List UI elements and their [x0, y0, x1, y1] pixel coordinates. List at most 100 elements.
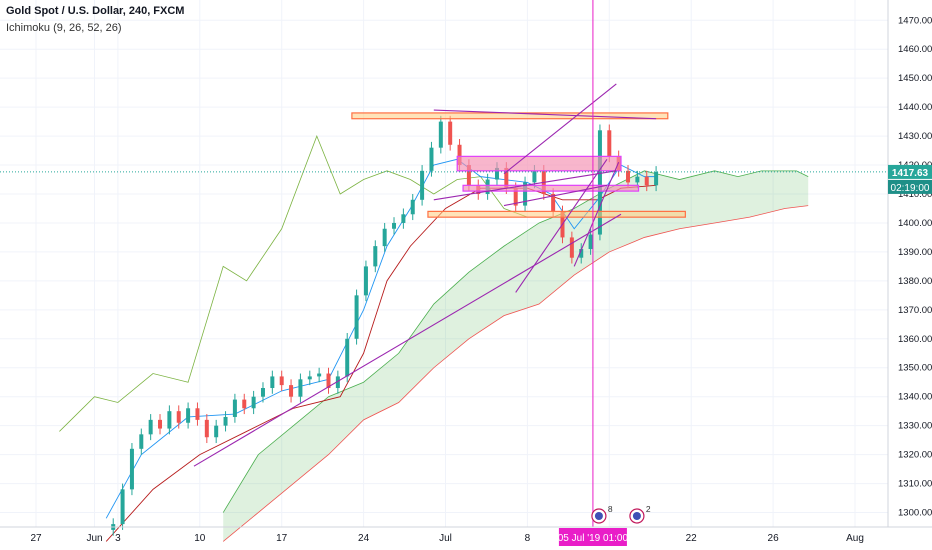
candle-body [214, 425, 219, 438]
trendline[interactable] [503, 184, 608, 207]
x-tick-label: 10 [194, 533, 206, 544]
candle-body [335, 376, 340, 389]
candle-body [307, 376, 312, 380]
x-tick-label: 8 [525, 533, 531, 544]
ichimoku-cloud [223, 170, 809, 542]
countdown-badge [888, 179, 932, 194]
x-tick-label: 3 [115, 533, 121, 544]
candle-body [438, 121, 443, 148]
crosshair-date-text: 05 Jul '19 01:00 [558, 533, 629, 544]
y-tick-label: 1360.00 [898, 334, 932, 345]
flag-icon [632, 512, 641, 520]
candle-body [186, 408, 191, 423]
x-tick-label: 26 [768, 533, 780, 544]
candle-body [260, 388, 265, 397]
flag-icon [594, 512, 603, 520]
senkou-span-b-line [222, 205, 809, 542]
candle-body [139, 434, 144, 449]
candle-body [448, 121, 453, 145]
candle-body [588, 234, 593, 250]
candle-body [569, 237, 574, 258]
candle-body [242, 399, 247, 409]
candle-body [654, 171, 659, 186]
y-tick-label: 1430.00 [898, 131, 932, 142]
candle-body [167, 411, 172, 429]
candle-body [129, 448, 134, 490]
y-tick-label: 1320.00 [898, 450, 932, 461]
y-tick-label: 1370.00 [898, 305, 932, 316]
y-tick-label: 1350.00 [898, 363, 932, 374]
symbol-title[interactable]: Gold Spot / U.S. Dollar, 240, FXCM [6, 5, 185, 17]
trendline[interactable] [515, 158, 608, 293]
candle-body [289, 385, 294, 397]
y-tick-label: 1450.00 [898, 73, 932, 84]
y-tick-label: 1470.00 [898, 15, 932, 26]
candle-body [326, 373, 331, 389]
y-tick-label: 1380.00 [898, 276, 932, 287]
crosshair-date-badge [558, 528, 627, 546]
candle-body [232, 399, 237, 417]
support-resistance-zone[interactable] [427, 210, 686, 218]
candle-body [176, 411, 181, 423]
event-count: 2 [646, 504, 651, 514]
candle-body [457, 144, 462, 166]
candle-body [373, 246, 378, 267]
last-price-text: 1417.63 [892, 168, 929, 179]
candle-body [429, 147, 434, 171]
candle-body [279, 376, 284, 386]
candle-body [523, 182, 528, 206]
x-tick-label: Jul [439, 533, 452, 544]
pink-zone[interactable] [456, 155, 622, 172]
y-tick-label: 1460.00 [898, 44, 932, 55]
candle-body [513, 188, 518, 206]
indicator-legend[interactable]: Ichimoku (9, 26, 52, 26) [6, 22, 122, 34]
x-tick-label: Jun [86, 533, 102, 544]
candle-body [579, 249, 584, 258]
y-tick-label: 1390.00 [898, 247, 932, 258]
trendline[interactable] [193, 213, 622, 467]
candle-body [401, 214, 406, 223]
candle-body [410, 199, 415, 215]
y-tick-label: 1410.00 [898, 189, 932, 200]
pink-zone[interactable] [462, 184, 640, 192]
candle-body [551, 194, 556, 212]
candle-body [644, 176, 649, 186]
candle-body [317, 373, 322, 377]
candle-body [626, 170, 631, 183]
candle-body [382, 228, 387, 247]
candle-body [251, 396, 256, 409]
chikou-span-line [59, 134, 528, 432]
candle-body [494, 167, 499, 180]
candle-body [345, 338, 350, 377]
y-tick-label: 1310.00 [898, 479, 932, 490]
trendline[interactable] [433, 170, 617, 201]
trendline[interactable] [503, 83, 617, 175]
y-tick-label: 1300.00 [898, 508, 932, 519]
x-tick-label: 27 [30, 533, 42, 544]
kijun-sen-line [105, 184, 657, 542]
candle-body [466, 165, 471, 186]
candle-body [392, 222, 397, 229]
y-tick-label: 1340.00 [898, 392, 932, 403]
y-tick-label: 1440.00 [898, 102, 932, 113]
senkou-span-a-line [222, 170, 809, 513]
y-tick-label: 1400.00 [898, 218, 932, 229]
candle-body [420, 170, 425, 200]
x-tick-label: Aug [846, 533, 864, 544]
candle-body [354, 295, 359, 339]
trendline[interactable] [573, 161, 620, 267]
tenkan-sen-line [105, 158, 657, 519]
candle-body [148, 419, 153, 435]
candle-body [120, 489, 125, 525]
candle-body [204, 419, 209, 438]
candle-body [635, 176, 640, 183]
trendline[interactable] [433, 109, 657, 120]
candle-body [195, 408, 200, 420]
candle-body [270, 376, 275, 389]
candle-body [504, 167, 509, 189]
event-count: 8 [608, 504, 613, 514]
x-tick-label: 24 [358, 533, 370, 544]
countdown-text: 02:19:00 [891, 183, 930, 194]
